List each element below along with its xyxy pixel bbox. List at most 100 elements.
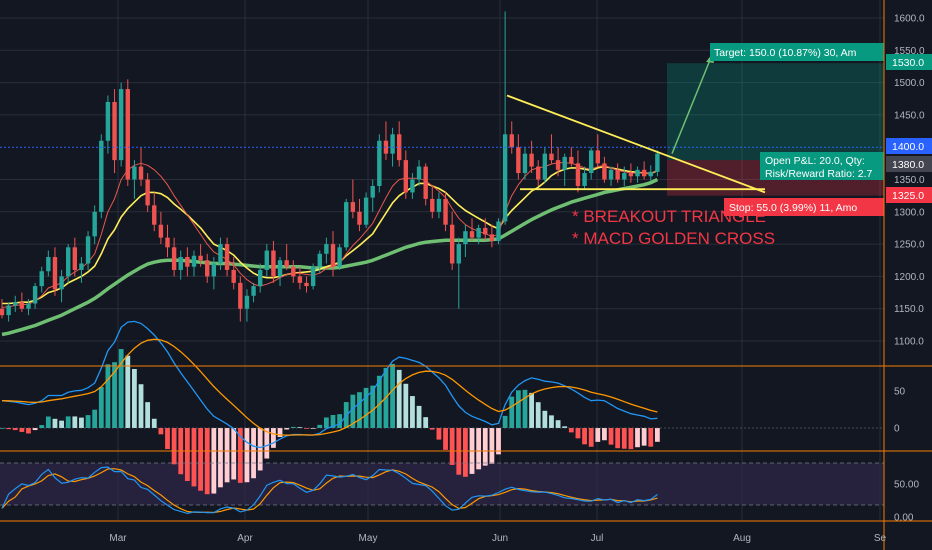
tag-target-text: 1530.0 [892,57,924,69]
candle-body [615,169,620,180]
macd-hist-bar [257,428,263,471]
stochastic-band [0,463,884,505]
macd-hist-bar [489,428,495,464]
ma-red-line [1,162,658,308]
candle-body [79,263,84,270]
candle-body [185,257,190,267]
pnl-label-bg [760,152,884,180]
tag-stop: 1325.0 [886,187,932,203]
rr-label-text: Risk/Reward Ratio: 2.7 [765,168,873,180]
candle-body [423,166,428,199]
tag-target-bg [886,54,932,70]
candle-body [357,211,362,225]
grid [0,0,884,521]
macd-hist-bar [350,394,356,428]
macd-signal-line [1,338,658,436]
candle-body [350,202,356,212]
time-tick-label: Apr [237,533,253,544]
macd-hist-bar [59,420,64,428]
candle-body [502,134,508,222]
target-label-text: Target: 150.0 (10.87%) 30, Am [714,47,857,59]
macd-hist-bar [615,428,621,449]
macd-hist-bar [171,428,177,465]
macd-hist-bar [588,428,594,447]
candle-body [218,244,223,264]
time-tick-label: Aug [733,533,751,544]
macd-hist-bar [370,385,376,428]
macd-hist-bar [165,428,170,450]
macd-hist-bar [290,426,296,428]
macd-hist-bar [423,417,429,428]
candle-body [251,286,256,296]
macd-hist-bar [376,375,382,428]
candle-body [238,282,243,309]
candle-body [244,295,250,309]
candle-body [0,308,5,316]
macd-hist-bar [145,402,151,428]
candle-body [138,166,144,180]
candle-body [443,198,448,225]
pnl-label: Open P&L: 20.0, Qty: Risk/Reward Ratio: … [760,152,884,180]
macd-hist-bar [529,392,534,428]
price-axis[interactable]: 1100.0 1150.0 1200.0 1250.0 1300.0 1350.0 1450… [894,14,925,524]
candle-body [403,160,409,193]
candle-body [92,211,97,237]
time-axis[interactable]: Mar Apr May Jun Jul Aug Se [109,533,886,544]
candle-body [569,156,574,164]
candle-body [536,166,541,180]
candle-body [284,260,289,267]
candle-body [145,179,150,206]
macd-hist-bar [125,355,131,428]
candle-body [635,169,640,177]
annotation-breakout: * BREAKOUT TRIANGLE [572,207,766,226]
candle-body [99,140,104,212]
candle-body [152,205,157,225]
macd-hist-bar [191,428,197,487]
candle-body [595,150,600,164]
annotation-macd: * MACD GOLDEN CROSS [572,229,775,248]
candle-body [132,166,137,180]
candle-body [549,153,554,161]
stoch-tick-label: 50.00 [894,480,919,491]
time-tick-label: Se [874,533,887,544]
candle-body [46,257,51,272]
candle-body [509,134,514,148]
candle-body [304,282,309,287]
macd-hist-bar [277,428,283,438]
candle-body [125,89,130,180]
candle-body [562,156,567,170]
candle-body [628,173,634,177]
candle-body [436,198,442,212]
candle-body [205,260,210,277]
macd-hist-bar [72,416,78,428]
macd-hist-bar [337,414,343,428]
price-tick-label: 1250.0 [894,240,925,251]
macd-hist-bar [231,428,237,480]
candle-body [542,153,548,180]
stoch-tick-label: 0.00 [894,513,914,524]
macd-hist-bar [357,392,362,428]
macd-hist-bar [602,428,607,441]
candle-body [324,244,329,254]
macd-hist-bar [0,428,5,429]
macd-hist-bar [271,428,276,448]
macd-hist-bar [515,390,521,428]
candle-body [52,257,58,290]
candle-body [211,263,217,277]
macd-hist-bar [641,428,647,446]
candle-body [277,260,283,277]
macd-hist-bar [436,428,442,440]
macd-hist-bar [654,428,660,442]
stoch-k-line [1,466,658,515]
candle-body [410,179,415,193]
macd-hist-bar [32,428,38,431]
macd-hist-bar [19,428,25,432]
macd-hist-bar [12,428,18,431]
macd-hist-bar [608,428,614,445]
price-tick-label: 1600.0 [894,14,925,25]
price-tick-label: 1450.0 [894,110,925,121]
macd-hist-bar [65,416,71,428]
macd-hist-bar [330,415,336,428]
candle-body [224,244,230,270]
macd-hist-bar [621,428,627,449]
